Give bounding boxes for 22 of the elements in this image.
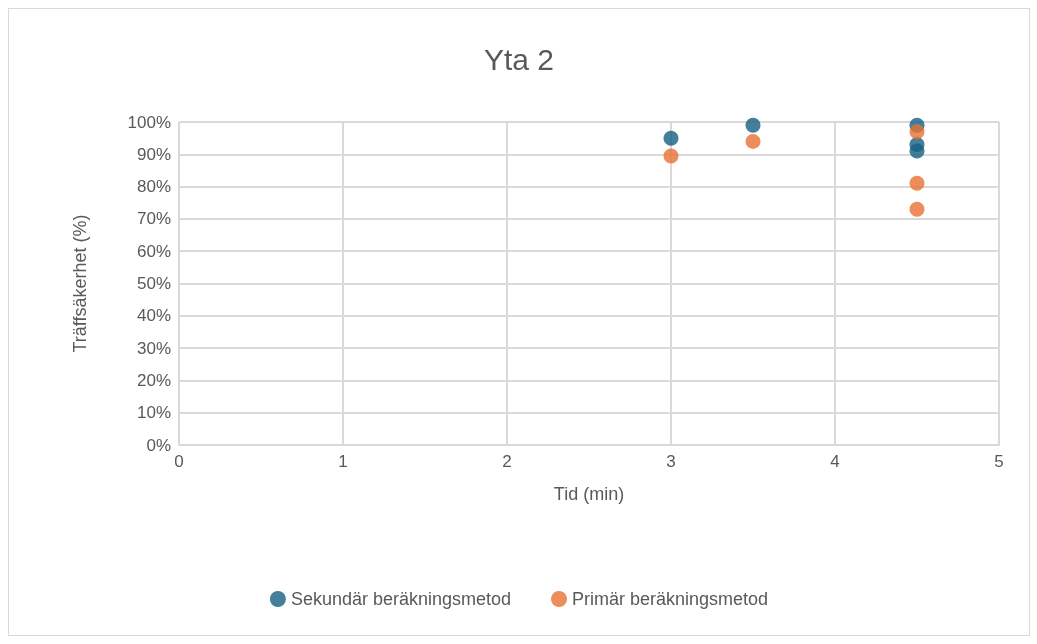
x-tick-label: 4 bbox=[830, 452, 840, 471]
y-tick-label: 100% bbox=[127, 112, 171, 132]
y-tick-label: 60% bbox=[136, 241, 171, 261]
y-tick-label: 80% bbox=[136, 177, 171, 197]
x-tick-label: 0 bbox=[174, 452, 184, 471]
y-tick-label: 40% bbox=[136, 306, 171, 326]
y-tick-label: 30% bbox=[136, 338, 171, 358]
y-tick-label: 50% bbox=[136, 274, 171, 293]
y-tick-label: 90% bbox=[136, 144, 171, 164]
y-axis-title: Träffsäkerhet (%) bbox=[70, 214, 90, 353]
legend-label: Primär beräkningsmetod bbox=[572, 589, 769, 609]
x-tick-label: 3 bbox=[666, 452, 676, 471]
y-tick-label: 0% bbox=[146, 435, 171, 455]
y-tick-label: 20% bbox=[136, 370, 171, 390]
x-tick-label: 1 bbox=[338, 452, 348, 471]
x-tick-label: 5 bbox=[994, 452, 1004, 471]
chart-title: Yta 2 bbox=[483, 42, 555, 76]
legend-label: Sekundär beräkningsmetod bbox=[290, 589, 512, 609]
y-tick-label: 70% bbox=[136, 209, 171, 229]
x-tick-label: 2 bbox=[502, 452, 512, 471]
y-tick-label: 10% bbox=[136, 403, 171, 423]
x-axis-title: Tid (min) bbox=[553, 484, 625, 504]
